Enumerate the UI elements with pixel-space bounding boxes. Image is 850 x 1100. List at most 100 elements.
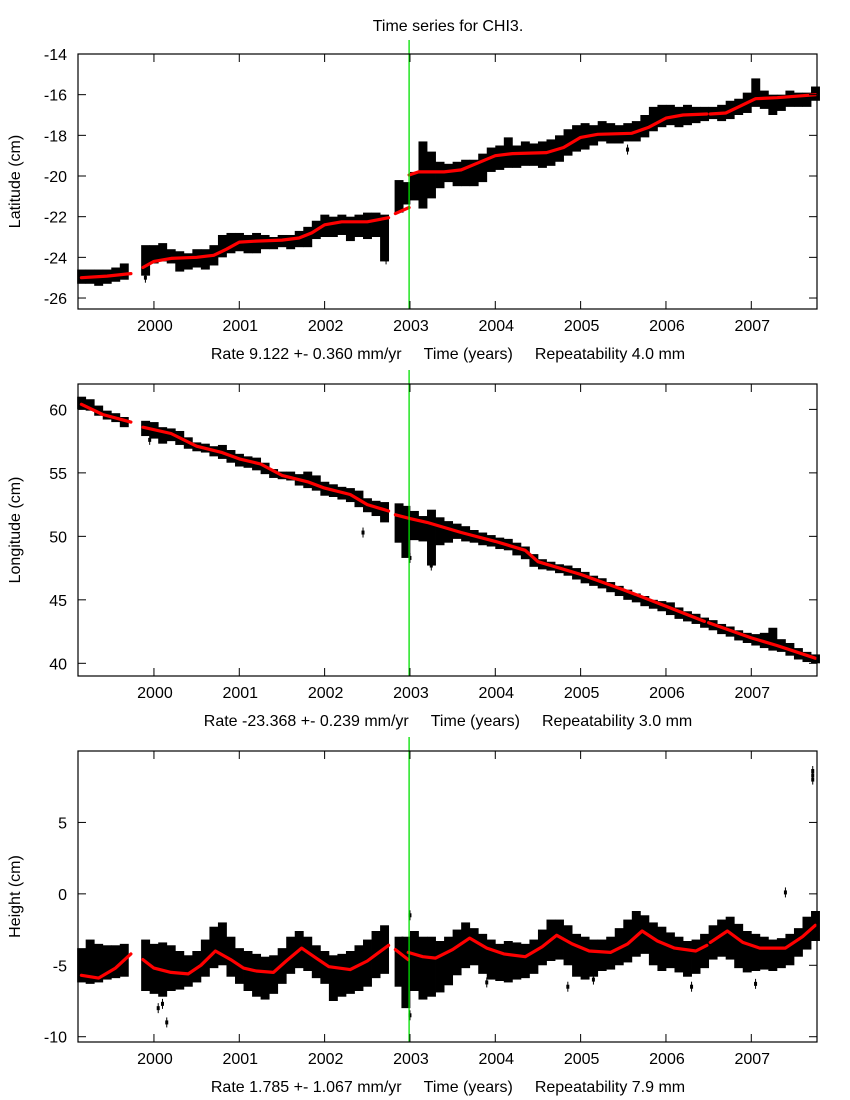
observation-band — [589, 939, 599, 977]
observation-band — [311, 475, 321, 491]
observation-band — [751, 933, 761, 971]
observation-band — [640, 596, 650, 607]
observation-band — [435, 161, 445, 189]
longitude-fit-line — [393, 513, 706, 623]
x-tick-label: 2001 — [222, 685, 258, 702]
outlier-point — [566, 984, 570, 989]
y-tick-label: -20 — [44, 169, 67, 186]
observation-band — [260, 462, 270, 475]
observation-band — [345, 951, 355, 994]
observation-band — [427, 509, 436, 566]
observation-band — [802, 92, 812, 107]
x-tick-label: 2003 — [393, 1051, 429, 1068]
repeatability-text: Repeatability 7.9 mm — [535, 1079, 685, 1096]
outlier-point — [754, 981, 758, 986]
observation-band — [354, 214, 364, 238]
observation-band — [657, 104, 667, 128]
observation-band — [243, 234, 253, 254]
outlier-point — [160, 1001, 164, 1006]
y-tick-label: 60 — [49, 402, 67, 419]
observation-band — [529, 143, 539, 166]
observation-band — [166, 249, 176, 264]
observation-band — [435, 941, 445, 993]
x-tick-label: 2007 — [734, 685, 770, 702]
longitude-fit-line — [141, 425, 391, 513]
longitude-y-axis-label: Longitude (cm) — [7, 477, 24, 584]
observation-band — [394, 936, 404, 987]
outlier-point — [485, 980, 489, 985]
observation-band — [183, 253, 193, 270]
observation-band — [418, 516, 428, 542]
observation-band — [418, 936, 428, 1000]
observation-band — [452, 929, 462, 976]
y-tick-label: -5 — [53, 958, 67, 975]
observation-band — [409, 510, 419, 541]
y-tick-label: -18 — [44, 128, 67, 145]
observation-band — [674, 936, 684, 973]
longitude-fit-line — [707, 621, 817, 660]
observation-band — [793, 928, 803, 957]
observation-band — [469, 159, 479, 187]
y-tick-label: 55 — [49, 466, 67, 483]
y-tick-label: -14 — [44, 47, 67, 64]
observation-band — [119, 417, 129, 428]
x-tick-label: 2007 — [734, 1051, 770, 1068]
repeatability-text: Repeatability 3.0 mm — [542, 713, 692, 730]
observation-band — [401, 936, 411, 1009]
observation-band — [495, 145, 505, 170]
observation-band — [631, 593, 641, 603]
observation-band — [529, 939, 539, 974]
outlier-point — [165, 1020, 169, 1025]
observation-band — [175, 251, 185, 272]
observation-band — [597, 121, 607, 142]
observation-band — [503, 941, 513, 983]
longitude-fit-line — [79, 402, 133, 424]
x-tick-label: 2006 — [649, 685, 685, 702]
observation-band — [401, 505, 411, 558]
observation-band — [452, 161, 462, 187]
observation-band — [149, 245, 159, 264]
observation-band — [328, 955, 338, 1001]
observation-band — [529, 554, 539, 567]
observation-band — [427, 936, 436, 997]
observation-band — [363, 212, 372, 240]
observation-band — [648, 106, 658, 132]
observation-band — [141, 939, 151, 991]
outlier-point — [626, 147, 630, 152]
height-plot-frame — [77, 750, 818, 1043]
observation-band — [158, 243, 168, 262]
outlier-point — [408, 555, 412, 560]
longitude-x-axis-label: Rate -23.368 +- 0.239 mm/yr Time (years) R… — [204, 713, 692, 730]
observation-band — [243, 951, 253, 991]
latitude-fit-line — [393, 205, 411, 216]
y-tick-label: 5 — [58, 815, 67, 832]
observation-band — [461, 159, 471, 187]
latitude-panel: 2000 2001 2002 2003 2004 2005 2006 2007 -26 -24 -2… — [7, 40, 820, 363]
outlier-point — [148, 437, 152, 442]
observation-band — [85, 399, 95, 411]
observation-band — [119, 263, 129, 280]
rate-text: Rate 1.785 +- 1.067 mm/yr — [211, 1079, 402, 1096]
observation-band — [785, 933, 795, 966]
x-tick-label: 2006 — [649, 1051, 685, 1068]
observation-band — [665, 104, 675, 126]
observation-band — [328, 216, 338, 238]
x-tick-label: 2002 — [308, 685, 344, 702]
observation-band — [217, 922, 227, 966]
longitude-plot-frame — [77, 383, 818, 677]
observation-band — [111, 945, 121, 979]
observation-band — [401, 182, 411, 205]
observation-band — [252, 953, 262, 997]
observation-band — [776, 94, 786, 111]
observation-band — [486, 939, 496, 980]
latitude-fit-line — [407, 112, 709, 177]
latitude-x-axis-label: Rate 9.122 +- 0.360 mm/yr Time (years) Rep… — [211, 346, 685, 363]
observation-band — [94, 405, 104, 416]
outlier-point — [783, 890, 787, 895]
observation-band — [776, 938, 786, 969]
observation-band — [520, 943, 530, 979]
observation-band — [725, 916, 735, 960]
observation-band — [478, 153, 488, 183]
observation-band — [409, 931, 419, 991]
observation-band — [380, 214, 390, 262]
